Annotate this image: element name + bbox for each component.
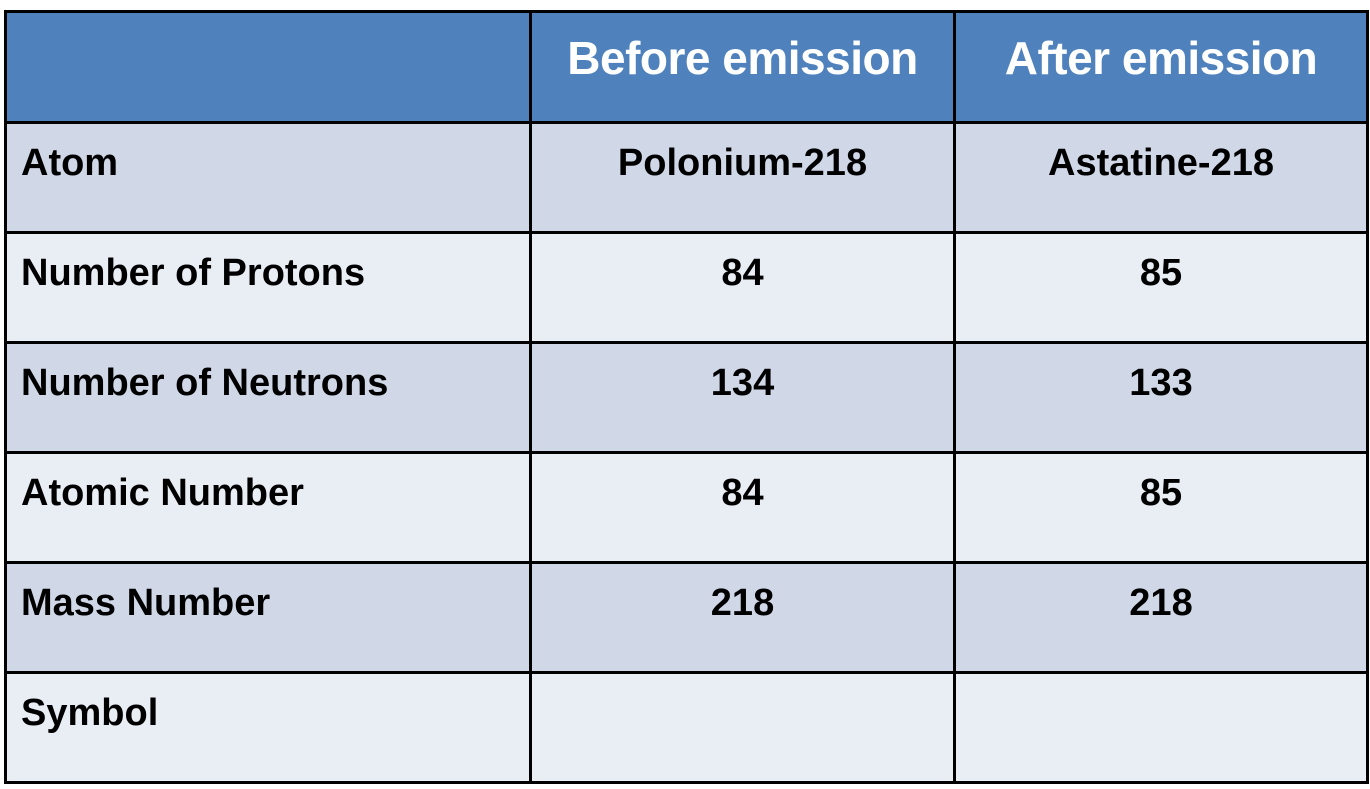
table-header-row: Before emission After emission: [4, 10, 1369, 124]
table-row-symbol: Symbol: [4, 671, 1369, 784]
table-row-atom: Atom Polonium-218 Astatine-218: [4, 121, 1369, 234]
row-label: Mass Number: [4, 561, 532, 674]
table-row-protons: Number of Protons 84 85: [4, 231, 1369, 344]
before-value: 84: [529, 231, 956, 344]
after-value: 85: [953, 451, 1369, 564]
table-row-mass-number: Mass Number 218 218: [4, 561, 1369, 674]
after-value: 85: [953, 231, 1369, 344]
after-value: Astatine-218: [953, 121, 1369, 234]
after-value: 133: [953, 341, 1369, 454]
emission-comparison-table: Before emission After emission Atom Polo…: [4, 10, 1369, 784]
header-after-emission: After emission: [953, 10, 1369, 124]
table-row-atomic-number: Atomic Number 84 85: [4, 451, 1369, 564]
row-label: Atom: [4, 121, 532, 234]
row-label: Number of Protons: [4, 231, 532, 344]
before-value: [529, 671, 956, 784]
header-corner-cell: [4, 10, 532, 124]
row-label: Atomic Number: [4, 451, 532, 564]
before-value: 218: [529, 561, 956, 674]
after-value: 218: [953, 561, 1369, 674]
table-row-neutrons: Number of Neutrons 134 133: [4, 341, 1369, 454]
before-value: 134: [529, 341, 956, 454]
before-value: 84: [529, 451, 956, 564]
row-label: Number of Neutrons: [4, 341, 532, 454]
header-before-emission: Before emission: [529, 10, 956, 124]
row-label: Symbol: [4, 671, 532, 784]
after-value: [953, 671, 1369, 784]
before-value: Polonium-218: [529, 121, 956, 234]
